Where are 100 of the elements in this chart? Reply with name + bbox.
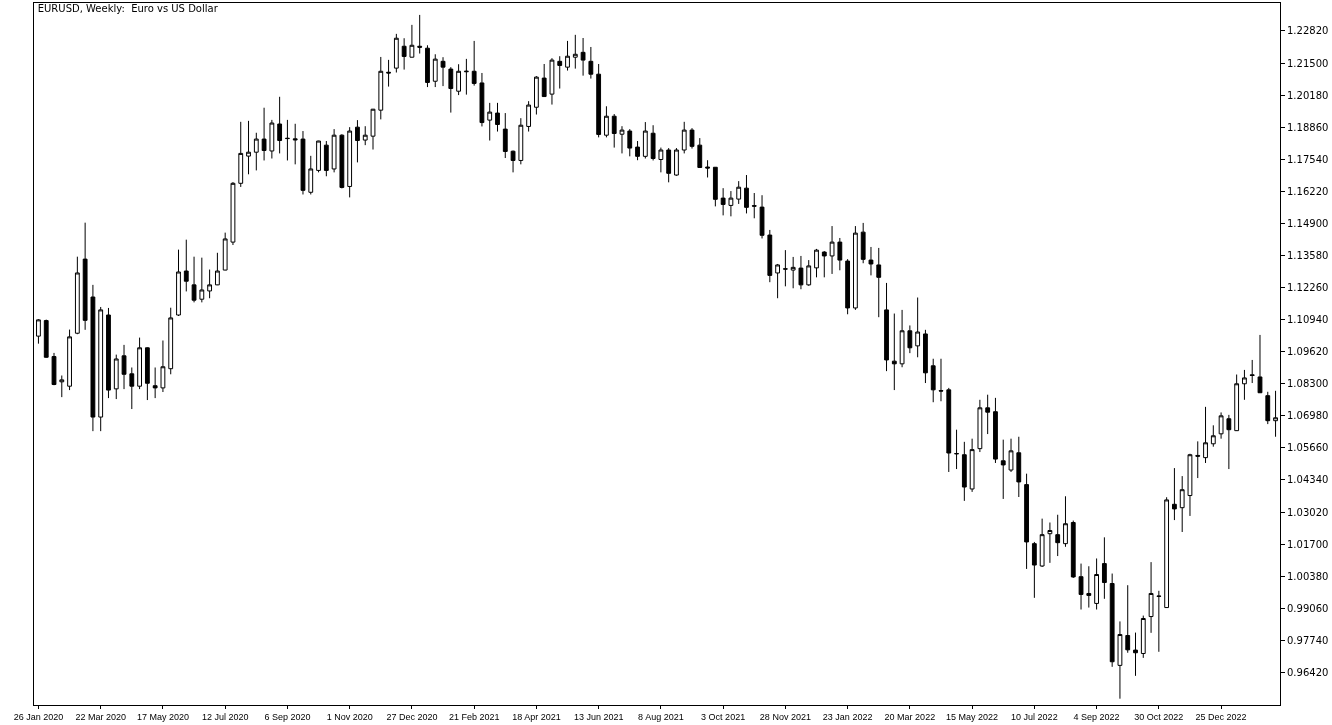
candlestick: [121, 344, 127, 390]
y-tick-label: 1.06980: [1287, 410, 1329, 422]
candlestick: [705, 159, 710, 178]
candlestick: [378, 56, 384, 120]
candlestick: [137, 337, 142, 390]
x-tick-label: 25 Dec 2022: [1195, 711, 1247, 722]
candlestick: [635, 140, 640, 161]
candlestick: [845, 258, 851, 315]
candlestick: [650, 124, 656, 161]
candlestick: [1109, 573, 1115, 668]
candlestick: [1234, 374, 1240, 432]
candlestick: [1047, 522, 1053, 564]
x-tick-label: 10 Jul 2022: [1011, 711, 1058, 722]
candlestick: [837, 237, 843, 271]
y-tick-label: 0.96420: [1287, 666, 1329, 678]
candlestick: [300, 130, 306, 195]
candlestick: [658, 147, 664, 173]
candlestick: [775, 263, 780, 299]
candlestick: [588, 46, 594, 80]
candlestick: [199, 257, 205, 303]
candlestick: [518, 117, 524, 165]
candlestick: [448, 66, 454, 114]
x-tick-label: 18 Apr 2021: [512, 711, 561, 722]
candlestick: [821, 250, 827, 278]
x-tick-label: 30 Oct 2022: [1134, 711, 1184, 722]
candlestick: [759, 194, 765, 239]
y-tick-label: 1.13580: [1287, 249, 1329, 261]
candlestick: [782, 249, 788, 287]
candlestick: [144, 346, 150, 401]
candlestick: [1226, 414, 1232, 470]
candlestick: [246, 120, 251, 175]
candlestick: [347, 126, 353, 198]
candlestick: [113, 354, 119, 400]
candlestick: [160, 340, 166, 393]
y-tick-label: 1.05660: [1287, 442, 1329, 454]
candlestick: [67, 329, 72, 391]
y-tick-label: 1.08300: [1287, 378, 1329, 390]
candlestick: [1210, 424, 1216, 448]
candlestick: [456, 63, 461, 96]
candlestick: [806, 259, 812, 287]
candlestick: [90, 284, 96, 432]
candlestick: [1133, 632, 1138, 677]
candlestick: [1164, 496, 1170, 609]
candlestick: [308, 155, 314, 195]
candlestick: [954, 429, 959, 470]
candlestick: [222, 232, 228, 271]
candlestick: [74, 256, 80, 335]
candlestick: [1078, 563, 1084, 610]
candlestick: [642, 121, 648, 160]
candlestick: [1257, 334, 1263, 394]
candlestick: [580, 37, 586, 77]
candlestick: [479, 72, 485, 127]
candlestick: [930, 358, 936, 403]
x-tick-label: 1 Nov 2020: [326, 711, 373, 722]
candlestick: [409, 24, 415, 58]
candlestick: [401, 37, 407, 71]
candlestick: [619, 125, 625, 154]
candlestick: [191, 256, 197, 303]
y-tick-label: 1.16220: [1287, 185, 1329, 197]
candlestick: [168, 307, 174, 375]
candlestick: [1172, 467, 1177, 521]
candlestick: [432, 53, 438, 88]
candlestick: [183, 239, 189, 292]
x-tick-label: 12 Jul 2020: [201, 711, 249, 722]
candlestick: [751, 192, 757, 219]
candlestick: [1148, 561, 1154, 634]
candlestick: [814, 248, 819, 278]
candlestick: [666, 147, 672, 183]
y-tick-label: 1.18860: [1287, 121, 1329, 133]
y-tick-label: 1.20180: [1287, 89, 1329, 101]
candlestick: [1008, 438, 1014, 473]
candlestick: [526, 100, 532, 133]
x-tick-label: 26 Jan 2020: [13, 711, 64, 722]
candlestick: [339, 133, 345, 189]
candlestick: [36, 318, 41, 345]
candlestick: [1000, 439, 1006, 500]
candlestick: [720, 187, 726, 216]
candlestick: [923, 329, 928, 384]
x-tick-label: 20 Mar 2022: [884, 711, 936, 722]
y-tick-label: 1.01700: [1287, 538, 1329, 550]
candlestick: [292, 123, 298, 165]
candlestick: [316, 140, 321, 173]
candlestick: [736, 180, 742, 205]
candlestick: [790, 256, 796, 289]
y-tick-label: 1.03020: [1287, 506, 1329, 518]
candlestick: [1156, 590, 1162, 653]
candlestick: [689, 127, 695, 150]
candlestick: [829, 225, 835, 275]
candlestick: [1218, 411, 1224, 440]
x-tick-label: 8 Aug 2021: [638, 711, 684, 722]
candlestick: [261, 107, 267, 161]
candlestick: [938, 358, 944, 402]
candlestick: [1024, 473, 1029, 570]
candlestick: [1203, 406, 1208, 464]
candlestick: [596, 63, 602, 138]
y-tick-label: 1.09620: [1287, 346, 1329, 358]
candlestick: [355, 119, 360, 163]
candlestick: [1273, 390, 1278, 438]
candlestick: [798, 255, 804, 290]
candlestick: [1179, 475, 1185, 533]
